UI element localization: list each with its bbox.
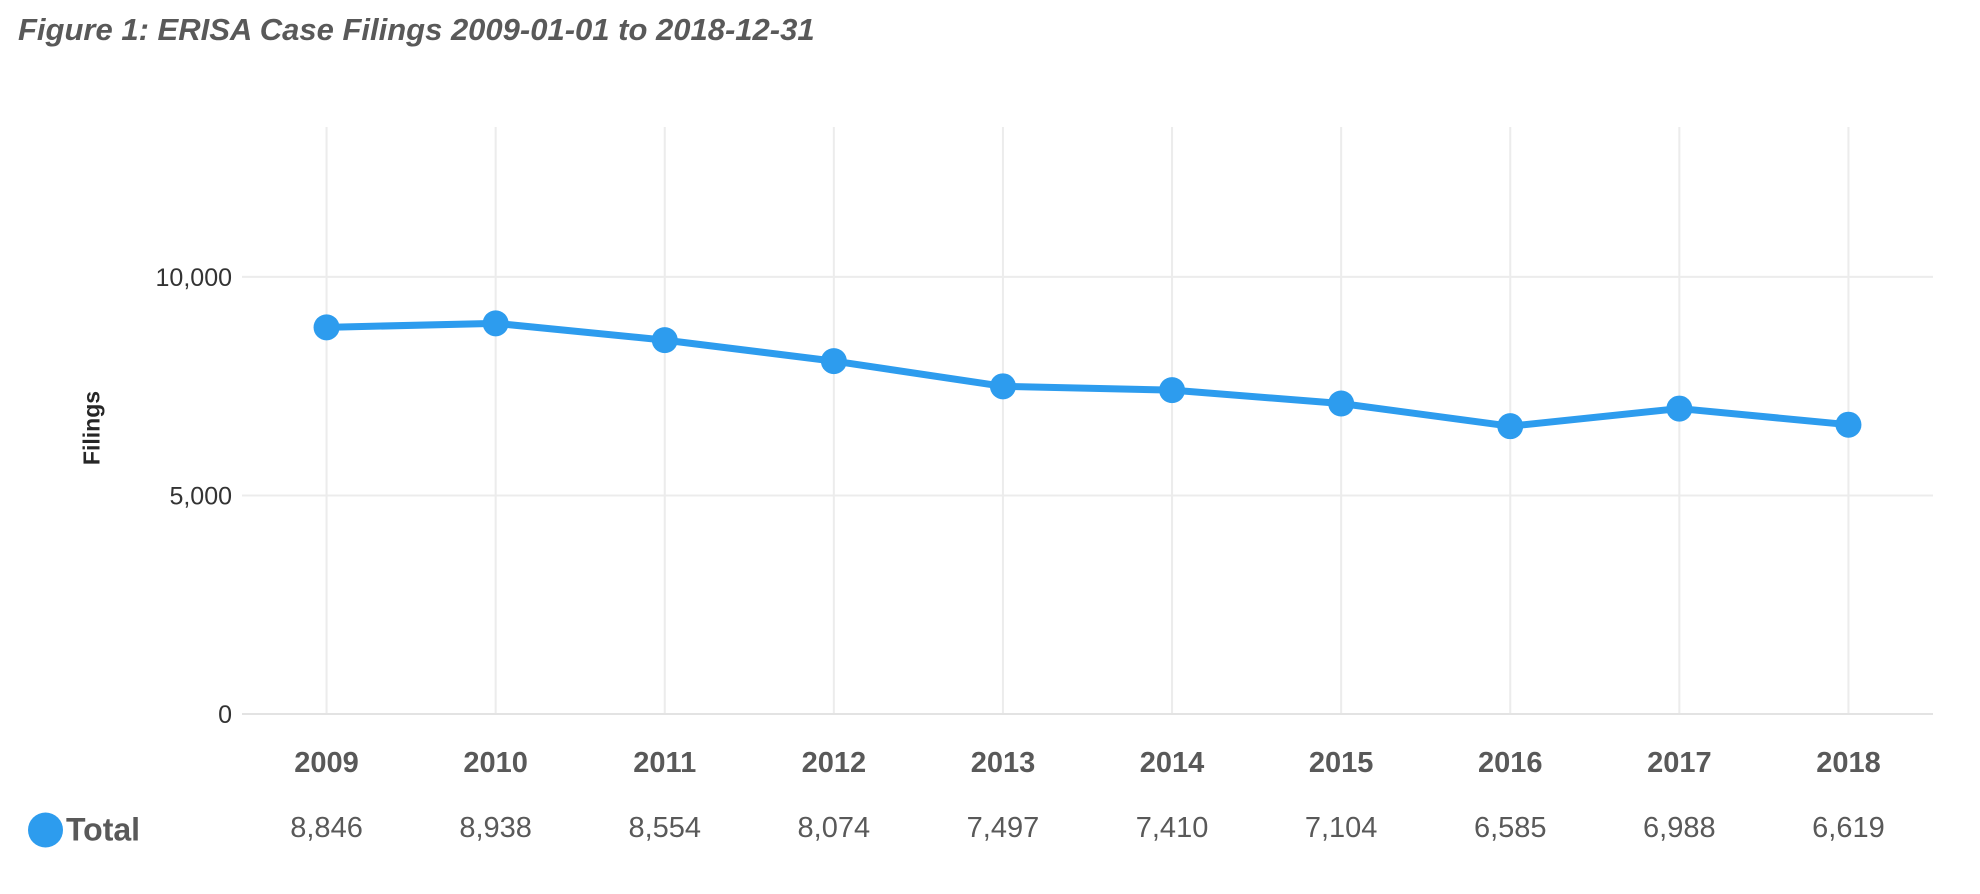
data-point-2013[interactable] xyxy=(989,373,1016,400)
data-point-2017[interactable] xyxy=(1666,395,1693,422)
data-point-2012[interactable] xyxy=(820,348,847,375)
x-category-label: 2018 xyxy=(1816,747,1881,779)
value-cell-2017: 6,988 xyxy=(1643,812,1716,844)
legend-total[interactable]: Total xyxy=(28,812,140,849)
value-cell-2009: 8,846 xyxy=(290,812,363,844)
value-cell-2016: 6,585 xyxy=(1474,812,1547,844)
x-category-label: 2012 xyxy=(802,747,867,779)
legend-label: Total xyxy=(66,811,141,848)
value-cell-2013: 7,497 xyxy=(967,812,1040,844)
data-point-2011[interactable] xyxy=(651,327,678,354)
value-cell-2014: 7,410 xyxy=(1136,812,1209,844)
x-category-label: 2010 xyxy=(463,747,528,779)
x-category-label: 2016 xyxy=(1478,747,1543,779)
value-cell-2018: 6,619 xyxy=(1812,812,1885,844)
y-tick-label: 10,000 xyxy=(156,264,232,292)
x-category-label: 2015 xyxy=(1309,747,1374,779)
value-cell-2015: 7,104 xyxy=(1305,812,1378,844)
x-category-label: 2017 xyxy=(1647,747,1712,779)
series-line-total xyxy=(323,319,1852,430)
data-point-2016[interactable] xyxy=(1497,413,1524,440)
x-category-label: 2009 xyxy=(294,747,359,779)
data-point-2018[interactable] xyxy=(1835,411,1862,438)
y-tick-label: 5,000 xyxy=(169,482,232,510)
data-point-2014[interactable] xyxy=(1159,377,1186,404)
value-cell-2012: 8,074 xyxy=(798,812,871,844)
figure-title: Figure 1: ERISA Case Filings 2009-01-01 … xyxy=(18,12,815,47)
value-cell-2011: 8,554 xyxy=(628,812,701,844)
data-point-2009[interactable] xyxy=(313,314,340,341)
value-cell-2010: 8,938 xyxy=(459,812,532,844)
legend-marker-icon xyxy=(28,812,63,848)
y-tick-label: 0 xyxy=(218,701,232,729)
x-category-label: 2011 xyxy=(633,747,696,779)
x-category-label: 2013 xyxy=(971,747,1036,779)
data-point-2010[interactable] xyxy=(482,310,509,337)
data-point-2015[interactable] xyxy=(1328,390,1355,417)
x-category-label: 2014 xyxy=(1140,747,1205,779)
